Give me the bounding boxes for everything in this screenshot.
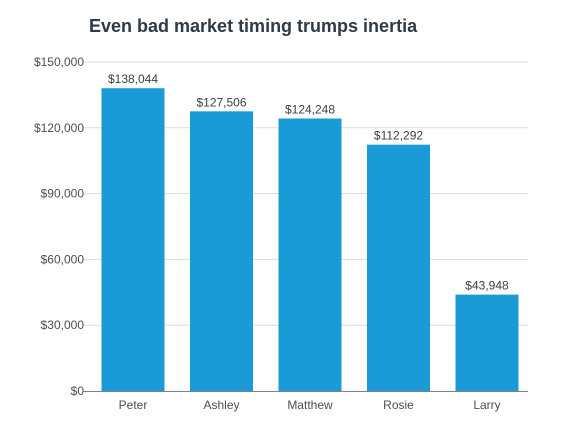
bar-matthew: [278, 118, 342, 391]
data-labels: $138,044 $127,506 $124,248 $112,292 $43,948: [108, 72, 509, 292]
data-label-rosie: $112,292: [374, 129, 423, 143]
data-label-matthew: $124,248: [285, 102, 335, 116]
bars: [101, 88, 519, 391]
data-label-larry: $43,948: [465, 279, 509, 293]
y-axis-tick-labels: $0 $30,000 $60,000 $90,000 $120,000 $150,000: [34, 55, 84, 398]
bar-ashley: [190, 111, 253, 391]
chart-title: Even bad market timing trumps inertia: [89, 16, 418, 36]
x-tick-label-larry: Larry: [473, 398, 500, 412]
y-tick-label: $0: [71, 384, 85, 398]
data-label-ashley: $127,506: [196, 95, 246, 109]
y-tick-label: $150,000: [34, 55, 84, 69]
bar-peter: [101, 88, 165, 391]
y-tick-label: $90,000: [41, 187, 85, 201]
x-tick-label-rosie: Rosie: [383, 398, 414, 412]
bar-larry: [455, 294, 519, 391]
x-tick-label-ashley: Ashley: [203, 398, 239, 412]
x-tick-label-matthew: Matthew: [287, 398, 333, 412]
bar-rosie: [367, 144, 430, 391]
data-label-peter: $138,044: [108, 72, 158, 86]
x-axis-tick-labels: Peter Ashley Matthew Rosie Larry: [119, 398, 501, 412]
y-tick-label: $60,000: [41, 252, 85, 266]
y-tick-label: $30,000: [41, 318, 85, 332]
x-tick-label-peter: Peter: [119, 398, 148, 412]
y-tick-label: $120,000: [34, 121, 84, 135]
